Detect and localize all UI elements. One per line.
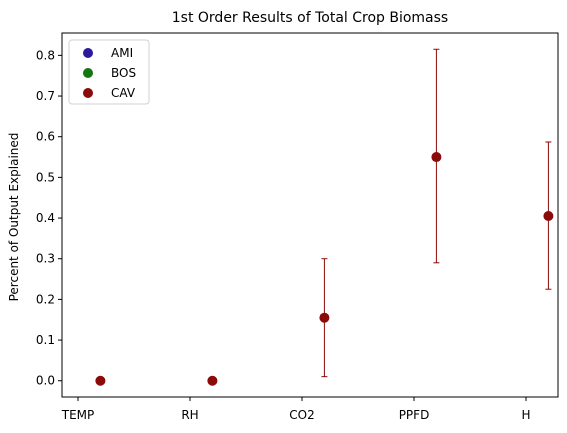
y-tick-label: 0.6 bbox=[36, 130, 55, 144]
legend-label: AMI bbox=[111, 46, 133, 60]
y-tick-label: 0.8 bbox=[36, 48, 55, 62]
axes: 0.0 0.1 0.2 0.3 0.4 0.5 0.6 0.7 0.8 TEMP RH CO2 PPFD… bbox=[36, 32, 559, 422]
legend-label: CAV bbox=[111, 86, 136, 100]
data-point bbox=[207, 375, 218, 386]
x-tick-label: CO2 bbox=[289, 408, 314, 422]
legend: AMI BOS CAV bbox=[68, 39, 150, 105]
y-tick-label: 0.0 bbox=[36, 374, 55, 388]
legend-marker bbox=[83, 68, 93, 78]
chart-title: 1st Order Results of Total Crop Biomass bbox=[172, 10, 448, 26]
x-tick-label: TEMP bbox=[61, 408, 95, 422]
y-tick-label: 0.3 bbox=[36, 252, 55, 266]
legend-box bbox=[68, 39, 150, 105]
y-tick-label: 0.7 bbox=[36, 89, 55, 103]
data-point bbox=[431, 152, 442, 163]
data-point bbox=[319, 312, 330, 323]
legend-marker bbox=[83, 88, 93, 98]
data-point bbox=[543, 211, 554, 222]
legend-marker bbox=[83, 48, 93, 58]
y-tick-label: 0.4 bbox=[36, 211, 55, 225]
x-tick-label: PPFD bbox=[399, 408, 430, 422]
data-point bbox=[95, 375, 106, 386]
plot-frame bbox=[61, 32, 559, 398]
x-tick-label: RH bbox=[181, 408, 198, 422]
y-tick-label: 0.5 bbox=[36, 170, 55, 184]
plot-area bbox=[95, 48, 554, 386]
y-tick-label: 0.2 bbox=[36, 292, 55, 306]
y-axis-label: Percent of Output Explained bbox=[7, 133, 21, 302]
x-tick-label: H bbox=[521, 408, 530, 422]
legend-label: BOS bbox=[111, 66, 136, 80]
y-tick-label: 0.1 bbox=[36, 333, 55, 347]
